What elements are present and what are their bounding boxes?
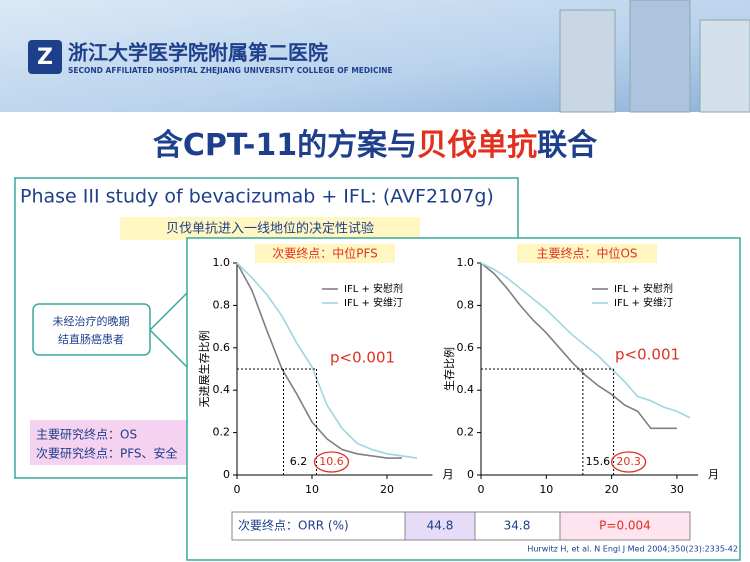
logo <box>28 40 62 74</box>
x-tick-label: 0 <box>234 483 241 496</box>
study-subtitle: 贝伐单抗进入一线地位的决定性试验 <box>166 221 374 237</box>
y-tick-label: 1.0 <box>213 256 231 269</box>
median-label: 6.2 <box>290 455 308 468</box>
table-value: 34.8 <box>504 519 531 533</box>
y-tick-label: 0.6 <box>213 341 231 354</box>
median-highlight <box>313 451 350 473</box>
y-tick-label: 0.4 <box>213 383 231 396</box>
x-axis-label: 月 <box>708 468 719 481</box>
x-tick-label: 20 <box>380 483 394 496</box>
y-tick-label: 0.8 <box>213 298 231 311</box>
subtitle-box <box>120 217 420 240</box>
survival-curve <box>236 262 402 459</box>
table-cell <box>474 511 561 541</box>
survival-curve <box>236 262 418 459</box>
x-tick-label: 0 <box>478 483 485 496</box>
y-tick-label: 0.2 <box>213 426 231 439</box>
endpoint: 主要研究终点：OS <box>36 427 137 442</box>
arrow <box>149 289 191 371</box>
building <box>699 19 750 113</box>
survival-curve <box>480 262 691 419</box>
table-value: 44.8 <box>427 519 454 533</box>
table-label: 次要终点：ORR (%) <box>238 518 349 533</box>
median-label: 10.6 <box>319 455 344 468</box>
x-tick-label: 10 <box>305 483 319 496</box>
chart-title: 次要终点：中位PFS <box>272 246 378 261</box>
legend-label: IFL + 安维汀 <box>614 296 673 309</box>
title-part: 含CPT-11的方案与 <box>153 128 417 163</box>
population: 未经治疗的晚期 <box>53 314 130 328</box>
legend-label: IFL + 安慰剂 <box>614 282 673 295</box>
legend-label: IFL + 安慰剂 <box>344 282 403 295</box>
y-axis-label: 生存比例 <box>442 347 456 391</box>
charts: 次要终点：中位PFS 0 0.2 0.4 0.6 0.8 1.0 0 10 20 月 无进展生存比例 I… <box>197 244 719 496</box>
x-tick-label: 10 <box>539 483 553 496</box>
x-tick-label: 20 <box>605 483 619 496</box>
building <box>629 0 691 113</box>
chart-title-box <box>517 244 657 263</box>
study-title: Phase III study of bevacizumab + IFL: (A… <box>20 186 494 208</box>
header-band <box>0 0 750 112</box>
y-tick-label: 0 <box>223 468 230 481</box>
y-tick-label: 0.6 <box>457 341 475 354</box>
y-tick-label: 0.8 <box>457 298 475 311</box>
slide-title: 含CPT-11的方案与贝伐单抗联合 <box>153 128 597 163</box>
p-value: p<0.001 <box>330 349 395 367</box>
chart-title-box <box>255 244 395 263</box>
median-label: 20.3 <box>616 455 641 468</box>
title-part: 联合 <box>537 128 597 163</box>
table-value: P=0.004 <box>599 519 651 533</box>
median-label: 15.6 <box>586 455 611 468</box>
y-tick-label: 0 <box>467 468 474 481</box>
x-tick-label: 30 <box>670 483 684 496</box>
y-tick-label: 0.2 <box>457 426 475 439</box>
citation: Hurwitz H, et al. N Engl J Med 2004;350(… <box>527 545 738 554</box>
y-tick-label: 1.0 <box>457 256 475 269</box>
table-cell <box>559 511 691 541</box>
chart-title: 主要终点：中位OS <box>536 246 637 261</box>
hospital-name: 浙江大学医学院附属第二医院 <box>68 41 328 65</box>
population-box <box>32 303 151 356</box>
title-highlight: 贝伐单抗 <box>417 128 537 163</box>
hospital-name-en: SECOND AFFILIATED HOSPITAL ZHEJIANG UNIV… <box>68 66 393 75</box>
population: 结直肠癌患者 <box>58 332 124 346</box>
legend-label: IFL + 安维汀 <box>344 296 403 309</box>
y-tick-label: 0.4 <box>457 383 475 396</box>
median-highlight <box>610 451 647 473</box>
x-axis-label: 月 <box>443 468 454 481</box>
p-value: p<0.001 <box>615 346 680 364</box>
building <box>559 9 616 113</box>
logo-mark: Z <box>37 45 53 70</box>
endpoint: 次要研究终点：PFS、安全 <box>36 446 178 461</box>
y-axis-label: 无进展生存比例 <box>197 331 211 408</box>
